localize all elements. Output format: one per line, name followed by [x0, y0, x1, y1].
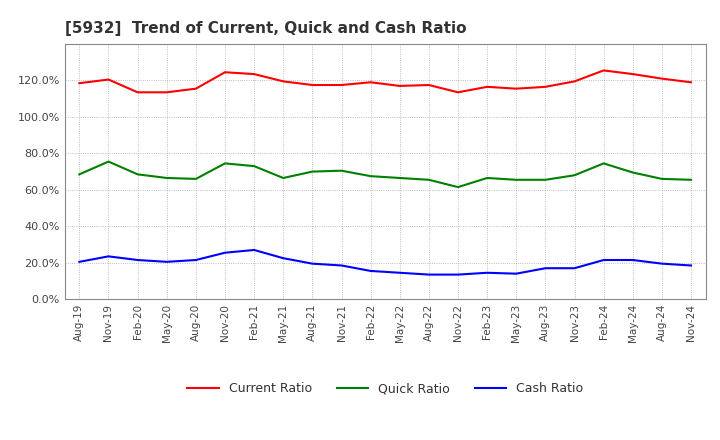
Current Ratio [541, 84, 550, 89]
Quick Ratio [308, 169, 317, 174]
Current Ratio [395, 83, 404, 88]
Quick Ratio [657, 176, 666, 182]
Quick Ratio [133, 172, 142, 177]
Current Ratio [599, 68, 608, 73]
Current Ratio [425, 82, 433, 88]
Current Ratio [337, 82, 346, 88]
Cash Ratio [104, 254, 113, 259]
Current Ratio [512, 86, 521, 92]
Quick Ratio [599, 161, 608, 166]
Current Ratio [687, 80, 696, 85]
Quick Ratio [512, 177, 521, 183]
Quick Ratio [541, 177, 550, 183]
Cash Ratio [657, 261, 666, 266]
Quick Ratio [250, 164, 258, 169]
Quick Ratio [687, 177, 696, 183]
Current Ratio [220, 70, 229, 75]
Current Ratio [133, 90, 142, 95]
Current Ratio [657, 76, 666, 81]
Cash Ratio [250, 247, 258, 253]
Cash Ratio [192, 257, 200, 263]
Quick Ratio [163, 175, 171, 180]
Quick Ratio [75, 172, 84, 177]
Cash Ratio [220, 250, 229, 255]
Cash Ratio [687, 263, 696, 268]
Line: Current Ratio: Current Ratio [79, 70, 691, 92]
Cash Ratio [279, 256, 287, 261]
Cash Ratio [308, 261, 317, 266]
Legend: Current Ratio, Quick Ratio, Cash Ratio: Current Ratio, Quick Ratio, Cash Ratio [182, 377, 588, 400]
Current Ratio [454, 90, 462, 95]
Line: Cash Ratio: Cash Ratio [79, 250, 691, 275]
Current Ratio [483, 84, 492, 89]
Cash Ratio [163, 259, 171, 264]
Quick Ratio [570, 172, 579, 178]
Cash Ratio [337, 263, 346, 268]
Cash Ratio [366, 268, 375, 274]
Current Ratio [629, 71, 637, 77]
Current Ratio [75, 81, 84, 86]
Quick Ratio [454, 184, 462, 190]
Cash Ratio [75, 259, 84, 264]
Quick Ratio [337, 168, 346, 173]
Quick Ratio [483, 175, 492, 180]
Cash Ratio [425, 272, 433, 277]
Current Ratio [570, 79, 579, 84]
Quick Ratio [395, 175, 404, 180]
Cash Ratio [395, 270, 404, 275]
Quick Ratio [279, 175, 287, 180]
Cash Ratio [483, 270, 492, 275]
Cash Ratio [570, 266, 579, 271]
Text: [5932]  Trend of Current, Quick and Cash Ratio: [5932] Trend of Current, Quick and Cash … [65, 21, 467, 36]
Current Ratio [279, 79, 287, 84]
Quick Ratio [192, 176, 200, 182]
Current Ratio [163, 90, 171, 95]
Quick Ratio [220, 161, 229, 166]
Quick Ratio [104, 159, 113, 164]
Cash Ratio [629, 257, 637, 263]
Current Ratio [192, 86, 200, 92]
Cash Ratio [454, 272, 462, 277]
Current Ratio [250, 71, 258, 77]
Current Ratio [366, 80, 375, 85]
Quick Ratio [366, 173, 375, 179]
Cash Ratio [541, 266, 550, 271]
Quick Ratio [629, 170, 637, 175]
Current Ratio [308, 82, 317, 88]
Current Ratio [104, 77, 113, 82]
Line: Quick Ratio: Quick Ratio [79, 161, 691, 187]
Cash Ratio [512, 271, 521, 276]
Cash Ratio [599, 257, 608, 263]
Cash Ratio [133, 257, 142, 263]
Quick Ratio [425, 177, 433, 183]
